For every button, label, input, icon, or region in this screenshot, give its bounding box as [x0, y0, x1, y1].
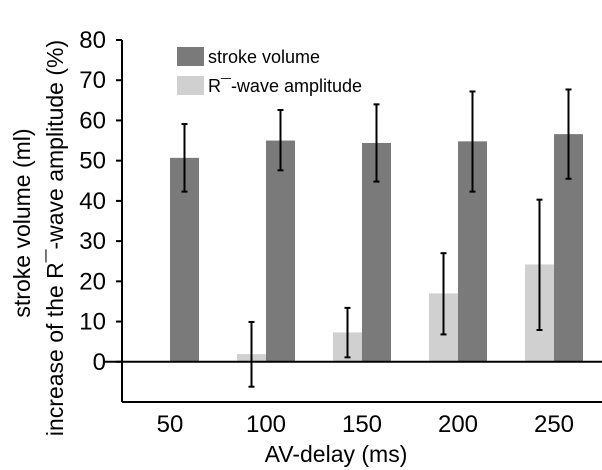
legend-label-stroke-volume: stroke volume	[208, 47, 320, 67]
y-tick-label-60: 60	[79, 107, 106, 134]
y-axis-title-line-1: stroke volume (ml)	[9, 128, 35, 317]
y-tick-label-0: 0	[93, 349, 106, 376]
y-tick-label-80: 80	[79, 27, 106, 54]
x-axis-title: AV-delay (ms)	[265, 441, 408, 467]
x-tick-label-150: 150	[342, 411, 382, 438]
error-bars-layer	[181, 88, 572, 388]
x-tick-label-200: 200	[438, 411, 478, 438]
bar-stroke-volume-100	[266, 140, 295, 362]
y-tick-label-50: 50	[79, 148, 106, 175]
legend-swatch-r-wave-amplitude	[177, 76, 204, 95]
y-ticks-layer: 0 10 20 30 40 50 60 70 80	[79, 27, 122, 376]
y-tick-label-30: 30	[79, 228, 106, 255]
x-ticks-layer: 50 100 150 200 250	[157, 411, 574, 438]
axes-layer	[104, 40, 602, 403]
y-tick-label-40: 40	[79, 188, 106, 215]
y-tick-label-20: 20	[79, 268, 106, 295]
legend-label-r-wave-amplitude: R¯-wave amplitude	[208, 76, 362, 96]
x-tick-label-250: 250	[534, 411, 574, 438]
y-tick-label-10: 10	[79, 309, 106, 336]
y-axis-title-line-2: increase of the R¯-wave amplitude (%)	[42, 40, 68, 436]
legend-swatch-stroke-volume	[177, 47, 204, 66]
x-tick-label-100: 100	[246, 411, 286, 438]
legend: stroke volume R¯-wave amplitude	[177, 47, 362, 96]
y-tick-label-70: 70	[79, 67, 106, 94]
x-tick-label-50: 50	[157, 411, 184, 438]
